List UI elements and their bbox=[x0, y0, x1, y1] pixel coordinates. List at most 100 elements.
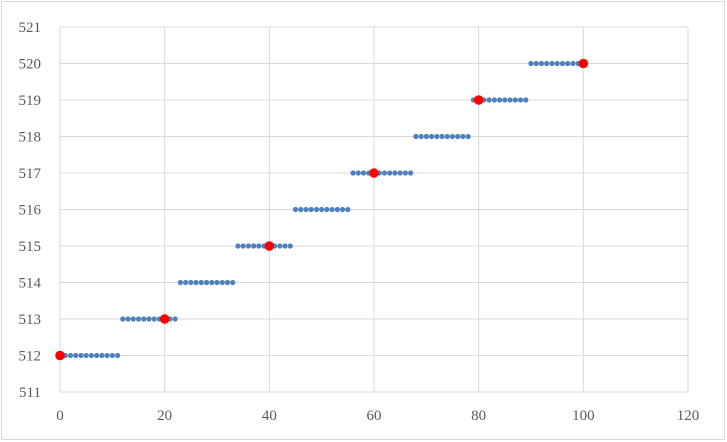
gridlines bbox=[59, 26, 689, 393]
data-point bbox=[428, 133, 435, 140]
data-point bbox=[88, 352, 94, 359]
data-point bbox=[240, 243, 246, 249]
data-point bbox=[83, 352, 89, 359]
x-tick-label: 100 bbox=[572, 408, 595, 424]
data-point bbox=[497, 97, 503, 103]
data-point bbox=[94, 352, 100, 359]
data-point bbox=[355, 170, 361, 176]
data-point bbox=[512, 97, 518, 103]
data-point bbox=[214, 279, 220, 286]
data-point bbox=[114, 352, 121, 359]
data-point bbox=[392, 170, 398, 176]
data-point bbox=[125, 316, 131, 322]
data-point bbox=[329, 206, 335, 213]
x-tick-label: 20 bbox=[157, 408, 172, 424]
data-point bbox=[345, 206, 351, 213]
data-point bbox=[109, 352, 115, 359]
data-point bbox=[135, 316, 142, 322]
data-point bbox=[559, 60, 566, 67]
data-point bbox=[235, 243, 241, 249]
data-point bbox=[549, 60, 555, 67]
data-point bbox=[292, 206, 299, 213]
x-tick-label: 120 bbox=[677, 408, 700, 424]
y-tick-label: 520 bbox=[19, 57, 42, 73]
data-point bbox=[350, 170, 356, 176]
data-point bbox=[287, 243, 293, 249]
data-point bbox=[308, 206, 314, 213]
y-tick-label: 519 bbox=[19, 93, 42, 109]
data-point bbox=[491, 97, 497, 103]
data-point bbox=[188, 279, 194, 286]
data-point bbox=[418, 133, 424, 140]
data-point bbox=[413, 133, 419, 140]
data-point bbox=[502, 97, 508, 103]
data-point bbox=[193, 279, 199, 286]
data-point bbox=[224, 279, 231, 286]
data-point bbox=[544, 60, 550, 67]
data-point bbox=[565, 60, 571, 67]
series-1 bbox=[55, 58, 589, 361]
data-point bbox=[230, 279, 236, 286]
data-point bbox=[334, 206, 340, 213]
data-point bbox=[219, 279, 225, 286]
data-point bbox=[245, 243, 251, 249]
y-tick-label: 514 bbox=[19, 276, 42, 292]
data-point bbox=[578, 58, 589, 69]
data-point bbox=[570, 60, 576, 67]
data-point bbox=[172, 316, 178, 322]
data-point bbox=[528, 60, 534, 67]
data-point bbox=[369, 168, 379, 178]
data-point bbox=[340, 206, 346, 213]
data-point bbox=[517, 97, 524, 103]
data-point bbox=[120, 316, 126, 322]
data-point bbox=[55, 350, 65, 361]
data-point bbox=[439, 133, 445, 140]
y-tick-label: 511 bbox=[19, 385, 41, 401]
data-point bbox=[397, 170, 403, 176]
data-point bbox=[183, 279, 189, 286]
data-point bbox=[523, 97, 529, 103]
data-points bbox=[55, 58, 589, 361]
data-point bbox=[360, 170, 367, 176]
data-point bbox=[151, 316, 157, 322]
data-point bbox=[538, 60, 545, 67]
data-point bbox=[313, 206, 320, 213]
data-point bbox=[533, 60, 539, 67]
data-point bbox=[130, 316, 136, 322]
x-axis-tick-labels: 0 20 40 60 80 100 120 bbox=[56, 408, 699, 424]
data-point bbox=[99, 352, 105, 359]
y-tick-label: 515 bbox=[19, 239, 42, 255]
data-point bbox=[507, 97, 513, 103]
x-tick-label: 0 bbox=[56, 408, 64, 424]
data-point bbox=[141, 316, 147, 322]
data-point bbox=[423, 133, 429, 140]
data-point bbox=[298, 206, 304, 213]
data-point bbox=[264, 241, 275, 251]
data-point bbox=[554, 60, 560, 67]
data-point bbox=[73, 352, 79, 359]
data-point bbox=[282, 243, 288, 249]
data-point bbox=[444, 133, 450, 140]
data-point bbox=[177, 279, 183, 286]
data-point bbox=[324, 206, 330, 213]
data-point bbox=[387, 170, 393, 176]
x-tick-label: 40 bbox=[262, 408, 277, 424]
x-tick-label: 60 bbox=[367, 408, 382, 424]
data-point bbox=[455, 133, 461, 140]
data-point bbox=[319, 206, 325, 213]
data-point bbox=[465, 133, 471, 140]
data-point bbox=[104, 352, 110, 359]
data-point bbox=[67, 352, 74, 359]
y-tick-label: 512 bbox=[19, 349, 42, 365]
data-point bbox=[203, 279, 210, 286]
y-tick-label: 513 bbox=[19, 312, 42, 328]
data-point bbox=[209, 279, 215, 286]
data-point bbox=[408, 170, 414, 176]
data-point bbox=[402, 170, 408, 176]
data-point bbox=[381, 170, 388, 176]
data-point bbox=[146, 316, 152, 322]
data-point bbox=[473, 95, 484, 105]
y-tick-label: 516 bbox=[19, 203, 42, 219]
